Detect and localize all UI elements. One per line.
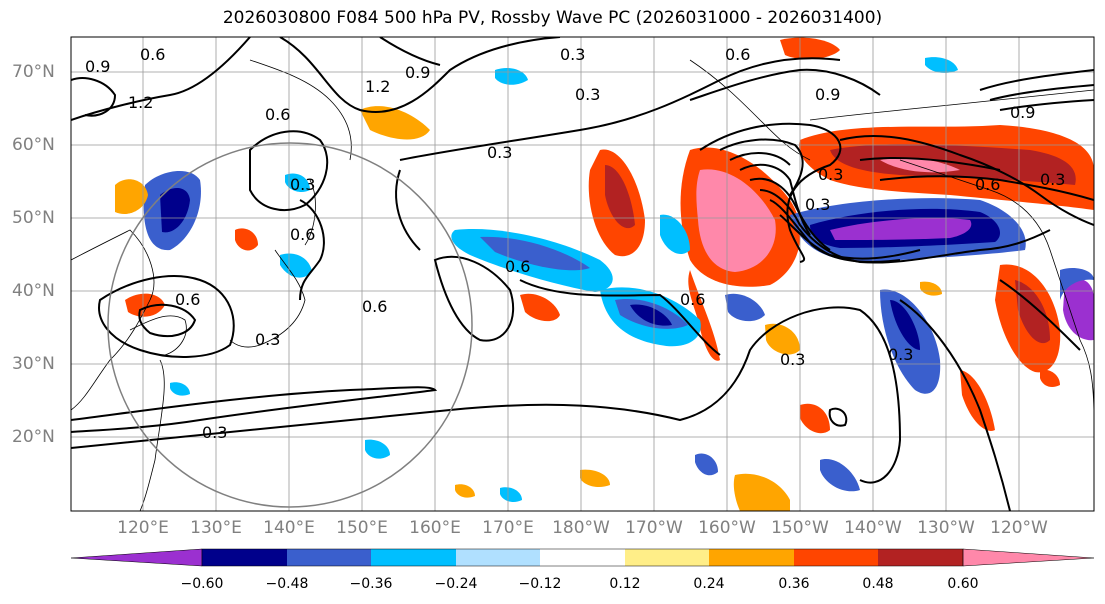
colorbar-tick: 0.24 — [693, 576, 725, 592]
colorbar-segment — [709, 549, 794, 566]
contour-labels: 0.9 0.6 1.2 0.9 0.6 0.6 0.3 0.3 0.9 0.3 … — [85, 45, 1065, 442]
contour-label: 0.9 — [1010, 103, 1035, 122]
contour-label: 0.9 — [815, 85, 840, 104]
contour-label: 1.2 — [128, 93, 153, 112]
contour-label: 0.6 — [975, 175, 1000, 194]
colorbar-tick: −0.48 — [265, 576, 309, 592]
lat-label-30n: 30°N — [12, 354, 55, 374]
contour-label: 0.3 — [818, 165, 843, 184]
lat-label-60n: 60°N — [12, 135, 55, 155]
lon-label-150w: 150°W — [771, 518, 829, 538]
contour-label: 0.3 — [560, 45, 585, 64]
contour-label: 0.6 — [680, 290, 705, 309]
colorbar-frame — [201, 548, 964, 567]
contour-label: 0.6 — [290, 225, 315, 244]
lon-label-170w: 170°W — [625, 518, 683, 538]
contour-label: 0.6 — [265, 105, 290, 124]
map-title: 2026030800 F084 500 hPa PV, Rossby Wave … — [222, 8, 883, 28]
lon-label-140w: 140°W — [844, 518, 902, 538]
contour-label: 0.3 — [487, 143, 512, 162]
lon-label-130e: 130°E — [190, 518, 242, 538]
lat-label-70n: 70°N — [12, 62, 55, 82]
colorbar-segment — [456, 549, 540, 566]
lon-label-130w: 130°W — [917, 518, 975, 538]
contour-label: 0.9 — [405, 63, 430, 82]
colorbar-segment — [794, 549, 878, 566]
contour-label: 0.6 — [175, 290, 200, 309]
anomaly-fills — [115, 37, 1094, 511]
pv-contours — [71, 37, 1094, 511]
colorbar-segment — [202, 549, 287, 566]
contour-label: 0.3 — [575, 85, 600, 104]
contour-label: 0.3 — [202, 423, 227, 442]
colorbar-tick: −0.12 — [518, 576, 562, 592]
lon-label-160w: 160°W — [698, 518, 756, 538]
lon-label-140e: 140°E — [263, 518, 315, 538]
lon-label-150e: 150°E — [336, 518, 388, 538]
contour-label: 0.3 — [805, 195, 830, 214]
lat-label-40n: 40°N — [12, 281, 55, 301]
colorbar-tick: 0.60 — [947, 576, 979, 592]
lon-label-120w: 120°W — [990, 518, 1048, 538]
map-frame — [70, 36, 1095, 512]
colorbar-tick: −0.60 — [180, 576, 224, 592]
gridlines — [71, 37, 1094, 511]
contour-label: 0.6 — [505, 257, 530, 276]
contour-label: 0.6 — [725, 45, 750, 64]
lat-label-20n: 20°N — [12, 427, 55, 447]
colorbar-segment — [287, 549, 371, 566]
colorbar-segment — [878, 549, 963, 566]
colorbar-tick: 0.12 — [609, 576, 641, 592]
contour-label: 0.3 — [888, 345, 913, 364]
contour-label: 0.3 — [780, 350, 805, 369]
colorbar-extend-high — [962, 548, 1095, 567]
lon-label-170e: 170°E — [482, 518, 534, 538]
colorbar-tick: −0.24 — [434, 576, 478, 592]
colorbar-tick: 0.36 — [778, 576, 810, 592]
contour-label: 0.3 — [1040, 170, 1065, 189]
contour-label: 0.3 — [290, 175, 315, 194]
lon-label-160e: 160°E — [409, 518, 461, 538]
colorbar-segment — [540, 549, 625, 566]
lat-label-50n: 50°N — [12, 208, 55, 228]
colorbar-extend-low — [70, 548, 203, 567]
contour-label: 0.3 — [255, 330, 280, 349]
contour-label: 0.6 — [140, 45, 165, 64]
colorbar-tick: −0.36 — [349, 576, 393, 592]
contour-label: 0.9 — [85, 57, 110, 76]
lon-label-120e: 120°E — [117, 518, 169, 538]
colorbar-segment — [625, 549, 709, 566]
colorbar — [70, 548, 1095, 567]
region-circle — [107, 142, 473, 508]
lon-label-180w: 180°W — [552, 518, 610, 538]
contour-label: 1.2 — [365, 77, 390, 96]
colorbar-tick: 0.48 — [862, 576, 894, 592]
contour-label: 0.6 — [362, 297, 387, 316]
colorbar-segment — [371, 549, 456, 566]
